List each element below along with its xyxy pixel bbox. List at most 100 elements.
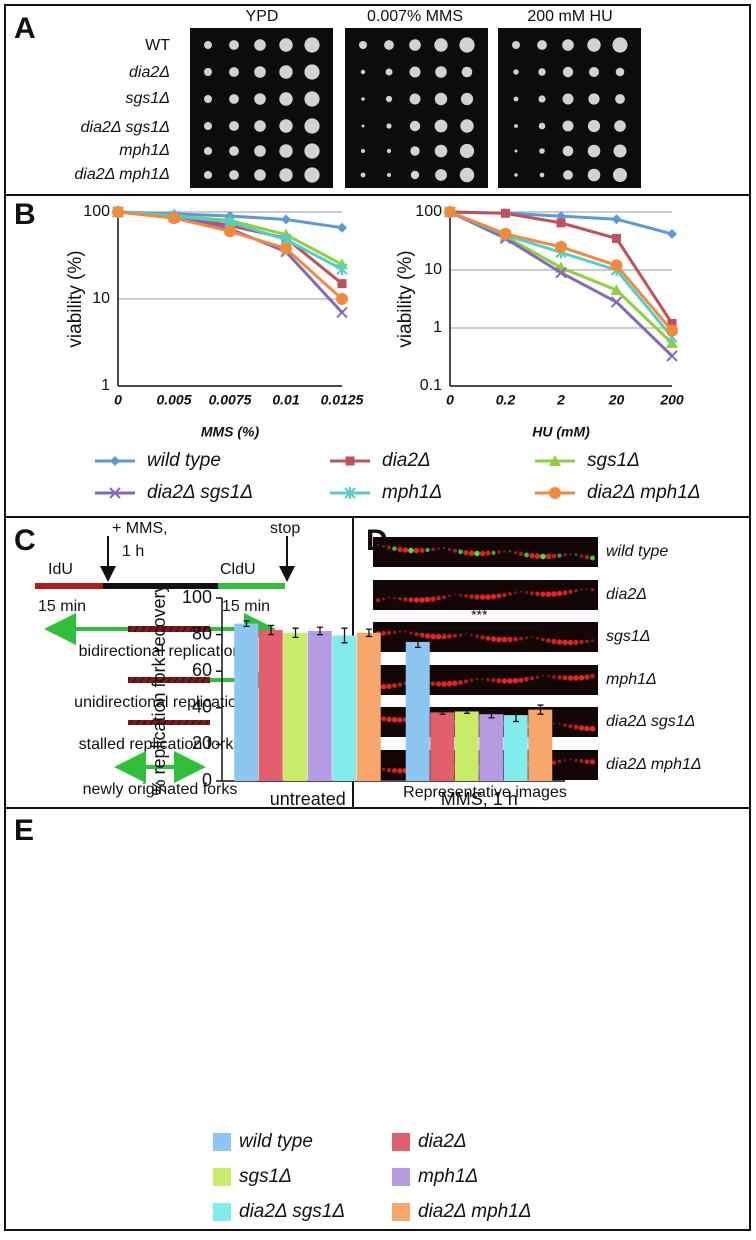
colony-spot: [514, 149, 518, 153]
fiber-signal: [377, 544, 379, 546]
colony-spot: [435, 66, 447, 78]
caption: Representative images: [403, 784, 567, 801]
fiber-signal: [404, 630, 407, 634]
colony-spot: [385, 68, 393, 76]
fiber-signal: [413, 547, 420, 554]
label: newly originated forks: [83, 781, 238, 798]
colony-spot: [613, 144, 627, 158]
data-point: [224, 225, 236, 238]
fork-track: [128, 626, 210, 632]
fiber-signal: [563, 553, 567, 557]
fiber-signal: [497, 550, 501, 554]
colony-spot: [254, 120, 266, 132]
bar: [356, 632, 381, 781]
fiber-signal: [578, 674, 585, 681]
bar: [283, 632, 308, 781]
x-tick-label: 20: [608, 392, 625, 408]
label: unidirectional replication: [74, 694, 246, 711]
y-tick-label: 0.1: [420, 377, 442, 394]
data-point: [499, 227, 512, 240]
condition-label: 0.007% MMS: [367, 8, 463, 25]
fiber-signal: [507, 678, 513, 684]
fiber-signal: [475, 677, 479, 681]
colony-spot: [304, 118, 320, 134]
fiber-signal: [551, 591, 557, 597]
fiber-signal: [541, 674, 545, 677]
colony-spot: [587, 144, 601, 158]
data-point: [336, 306, 348, 319]
fiber-signal: [530, 676, 534, 681]
fiber-signal: [545, 553, 552, 560]
fiber-signal: [446, 680, 453, 687]
y-tick-label: 80: [192, 623, 212, 643]
fiber-signal: [430, 633, 436, 640]
bar: [479, 714, 504, 781]
fiber-signal: [513, 636, 518, 642]
label: stalled replication forks: [79, 736, 242, 753]
fiber-signal: [469, 594, 474, 599]
legend-label: dia2Δ mph1Δ: [587, 482, 701, 503]
fiber-signal: [507, 636, 513, 643]
fiber-signal: [382, 544, 385, 548]
fiber-signal: [512, 677, 519, 684]
fiber-signal: [392, 546, 397, 551]
fiber-signal: [376, 598, 380, 603]
colony-spot: [434, 119, 448, 133]
panel-label: C: [14, 524, 36, 557]
colony-spot: [460, 92, 474, 106]
colony-spot: [204, 122, 212, 130]
data-point: [112, 206, 124, 218]
label: 15 min: [222, 598, 270, 615]
label: 1 h: [122, 543, 144, 560]
fiber-signal: [574, 589, 578, 593]
data-point: [444, 206, 456, 218]
colony-spot: [587, 168, 601, 182]
colony-spot: [434, 92, 448, 106]
fiber-signal: [442, 595, 446, 599]
legend-marker: [344, 487, 356, 499]
colony-spot: [563, 170, 573, 180]
annotation: ***: [471, 607, 488, 623]
fiber-signal: [508, 592, 512, 596]
fiber-signal: [486, 677, 490, 682]
fiber-signal: [567, 675, 574, 681]
colony-spot: [254, 169, 266, 181]
error-bar: [513, 708, 519, 723]
colony-spot: [615, 67, 625, 77]
colony-spot: [409, 120, 421, 132]
legend-label: dia2Δ sgs1Δ: [239, 1201, 345, 1222]
fiber-signal: [485, 594, 491, 600]
fiber-signal: [531, 636, 533, 638]
fiber-signal: [386, 767, 392, 773]
y-tick-label: 100: [83, 203, 110, 220]
error-bar: [464, 708, 470, 714]
bar: [234, 623, 259, 781]
legend-swatch: [213, 1133, 231, 1151]
fiber-signal: [475, 634, 479, 639]
fiber-signal: [552, 675, 556, 679]
colony-spot: [254, 39, 266, 51]
fiber-signal: [408, 597, 414, 603]
plate-image: [190, 28, 333, 188]
fiber-signal: [380, 683, 387, 690]
colony-spot: [229, 146, 239, 156]
fiber-signal: [392, 768, 397, 774]
data-point: [666, 350, 678, 362]
legend-marker: [549, 487, 561, 499]
legend-marker: [110, 456, 120, 466]
colony-spot: [539, 148, 545, 154]
fiber-signal: [573, 639, 579, 645]
fiber-signal: [591, 639, 594, 642]
colony-spot: [304, 64, 320, 80]
colony-spot: [459, 143, 475, 159]
colony-spot: [279, 119, 293, 133]
bar: [454, 711, 479, 781]
strain-label: sgs1Δ: [606, 628, 651, 645]
y-tick-label: 1: [433, 319, 442, 336]
fiber-signal: [392, 683, 397, 689]
colony-spot: [204, 171, 212, 179]
colony-spot: [410, 146, 420, 156]
error-bar: [292, 627, 299, 638]
fiber-signal: [447, 547, 452, 552]
x-tick-label: 0: [114, 392, 122, 408]
